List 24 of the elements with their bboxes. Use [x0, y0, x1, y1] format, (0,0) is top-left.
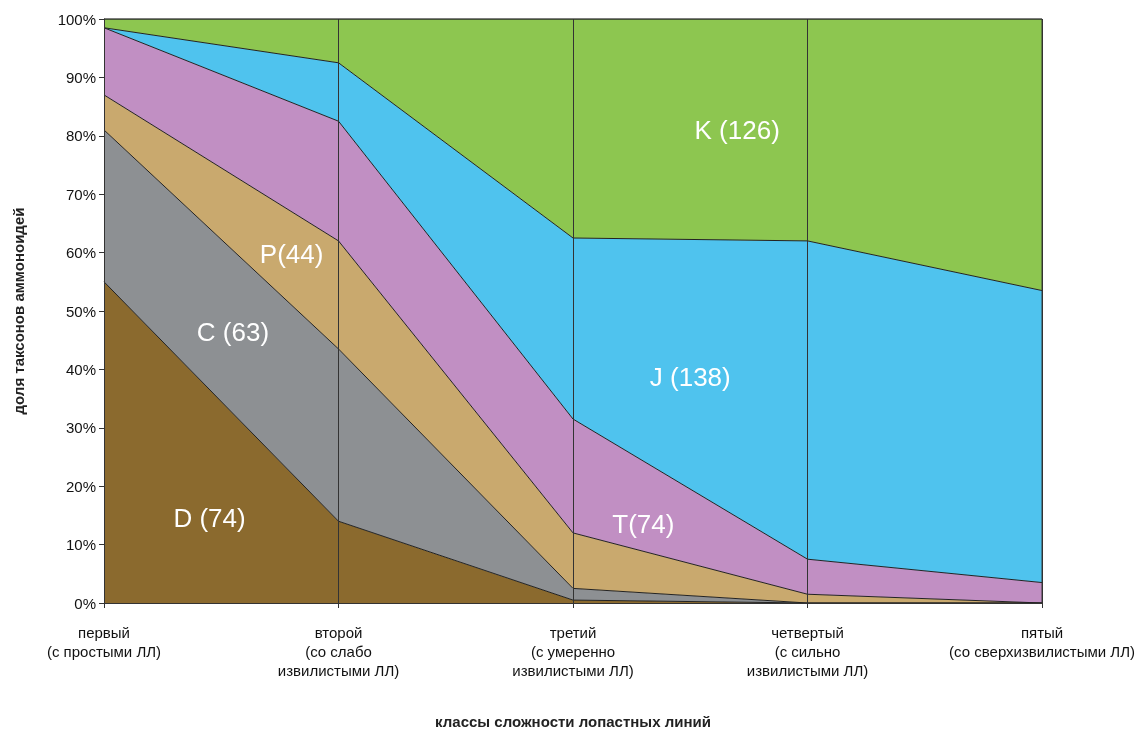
y-tick-label: 70% [65, 185, 96, 203]
y-tick-label: 30% [65, 419, 96, 437]
series-label: K (126) [694, 114, 780, 145]
series-label: P(44) [259, 238, 324, 269]
y-tick-label: 60% [65, 244, 96, 262]
x-tick-label: пятый (со сверхизвилистыми ЛЛ) [949, 624, 1135, 660]
y-tick-label: 0% [74, 594, 96, 612]
y-tick-label: 100% [57, 10, 96, 28]
y-tick-label: 10% [65, 536, 96, 554]
series-label: T(74) [612, 509, 675, 540]
x-axis-title: классы сложности лопастных линий [435, 713, 711, 730]
y-tick-label: 90% [65, 68, 96, 86]
series-label: D (74) [173, 502, 246, 533]
y-tick-label: 50% [65, 302, 96, 320]
x-tick-label: третий (с умеренно извилистыми ЛЛ) [512, 624, 634, 679]
y-axis-title: доля таксонов аммоноидей [10, 207, 27, 415]
series-label: J (138) [649, 361, 731, 392]
y-tick-label: 80% [65, 127, 96, 145]
x-tick-label: четвертый (с сильно извилистыми ЛЛ) [746, 624, 869, 679]
y-tick-label: 20% [65, 477, 96, 495]
series-label: C (63) [196, 316, 270, 347]
y-tick-label: 40% [65, 360, 96, 378]
x-tick-label: первый (с простыми ЛЛ) [46, 624, 162, 660]
x-tick-label: второй (со слабо извилистыми ЛЛ) [277, 624, 400, 679]
